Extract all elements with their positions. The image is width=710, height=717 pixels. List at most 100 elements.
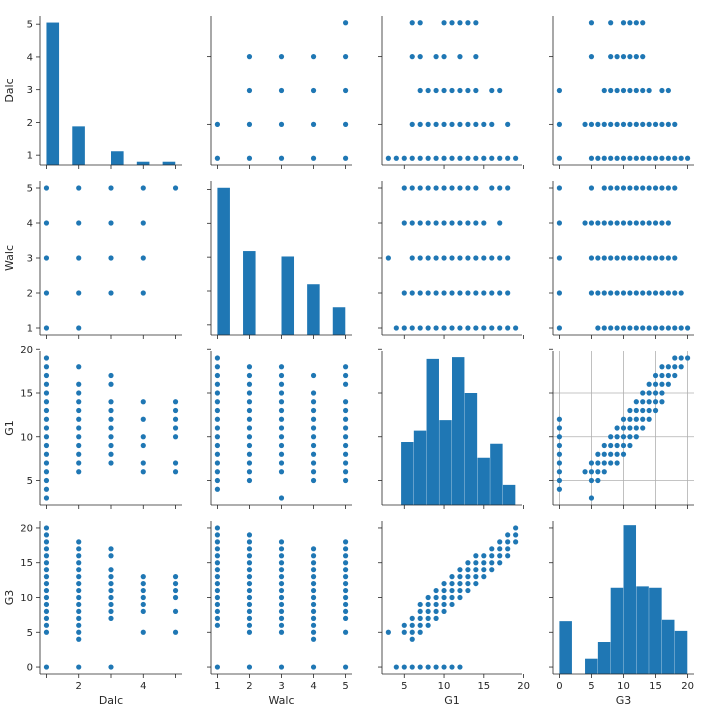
- scatter-point: [43, 615, 50, 621]
- scatter-point: [633, 325, 639, 331]
- scatter-point: [172, 580, 179, 587]
- scatter-point: [441, 608, 447, 615]
- scatter-point: [310, 587, 317, 594]
- scatter-point: [246, 442, 253, 449]
- scatter-point: [497, 185, 503, 191]
- scatter-point: [76, 425, 82, 431]
- scatter-point: [646, 290, 652, 296]
- hist-bar: [585, 658, 598, 674]
- x-tick-label: 3: [278, 681, 284, 692]
- scatter-point: [595, 155, 601, 161]
- scatter-point: [342, 477, 349, 484]
- scatter-point: [489, 121, 495, 127]
- y-tick-label: 5: [27, 476, 33, 487]
- scatter-point: [441, 594, 447, 601]
- scatter-point: [342, 121, 349, 127]
- scatter-point: [633, 87, 639, 94]
- scatter-point: [665, 364, 671, 370]
- scatter-point: [614, 155, 620, 161]
- scatter-point: [214, 567, 221, 573]
- scatter-point: [473, 255, 479, 261]
- scatter-point: [43, 434, 50, 440]
- x-axis-label: G1: [444, 694, 460, 707]
- panel-walc-vs-dalc: 1 2 3 4 5 Walc: [3, 181, 182, 339]
- x-tick-label: 20: [517, 681, 530, 692]
- scatter-point: [246, 87, 253, 94]
- scatter-point: [505, 185, 511, 191]
- scatter-point: [172, 407, 179, 414]
- scatter-point: [417, 20, 423, 26]
- x-tick-label: 15: [477, 681, 490, 692]
- scatter-point: [278, 451, 285, 457]
- scatter-point: [385, 155, 391, 161]
- scatter-point: [640, 87, 646, 94]
- scatter-point: [640, 325, 646, 331]
- scatter-point: [473, 290, 479, 296]
- scatter-point: [278, 364, 285, 370]
- scatter-point: [401, 220, 407, 226]
- scatter-point: [441, 290, 447, 296]
- scatter-point: [449, 20, 455, 26]
- scatter-point: [652, 399, 659, 405]
- scatter-point: [278, 425, 285, 431]
- scatter-point: [646, 220, 652, 226]
- scatter-point: [627, 220, 633, 226]
- scatter-point: [620, 121, 627, 127]
- scatter-point: [489, 560, 495, 566]
- scatter-point: [246, 594, 253, 601]
- scatter-point: [433, 601, 439, 608]
- scatter-point: [310, 469, 317, 475]
- scatter-point: [659, 155, 665, 161]
- panel-g3-vs-dalc: 0 5 10 15 20 2 4 Dalc G3: [3, 521, 182, 707]
- scatter-point: [43, 560, 50, 566]
- scatter-point: [601, 442, 607, 449]
- scatter-point: [385, 629, 391, 635]
- x-tick-label: 10: [438, 681, 451, 692]
- scatter-point: [441, 255, 447, 261]
- scatter-point: [489, 255, 495, 261]
- scatter-point: [497, 255, 503, 261]
- scatter-point: [76, 325, 82, 331]
- scatter-point: [246, 425, 253, 431]
- scatter-point: [342, 155, 349, 161]
- scatter-point: [310, 451, 317, 457]
- scatter-point: [425, 255, 431, 261]
- y-tick-label: 3: [27, 85, 33, 96]
- scatter-point: [465, 255, 471, 261]
- scatter-point: [481, 255, 487, 261]
- scatter-point: [425, 155, 431, 161]
- scatter-point: [595, 290, 601, 296]
- scatter-point: [76, 255, 82, 261]
- scatter-point: [214, 416, 221, 422]
- scatter-point: [246, 121, 253, 127]
- scatter-point: [425, 325, 431, 331]
- scatter-point: [633, 290, 639, 296]
- scatter-point: [342, 20, 349, 26]
- scatter-point: [140, 469, 146, 475]
- scatter-point: [246, 601, 253, 608]
- scatter-point: [43, 486, 50, 492]
- scatter-point: [214, 601, 221, 608]
- scatter-point: [310, 121, 317, 127]
- scatter-point: [417, 601, 423, 608]
- scatter-point: [627, 255, 633, 261]
- scatter-point: [652, 121, 659, 127]
- scatter-point: [214, 425, 221, 431]
- scatter-point: [505, 546, 511, 552]
- scatter-point: [457, 155, 463, 161]
- scatter-point: [409, 54, 415, 60]
- panel-dalc-vs-dalc: 1 2 3 4 5 Dalc: [3, 16, 182, 169]
- scatter-point: [310, 553, 317, 559]
- scatter-point: [473, 580, 479, 587]
- scatter-point: [633, 416, 639, 422]
- scatter-point: [310, 416, 317, 422]
- scatter-point: [497, 546, 503, 552]
- scatter-point: [342, 416, 349, 422]
- scatter-point: [614, 121, 620, 127]
- scatter-point: [76, 622, 82, 628]
- scatter-point: [310, 664, 317, 670]
- scatter-point: [278, 469, 285, 475]
- hist-bar: [623, 525, 637, 674]
- scatter-point: [409, 615, 415, 621]
- scatter-point: [214, 381, 221, 387]
